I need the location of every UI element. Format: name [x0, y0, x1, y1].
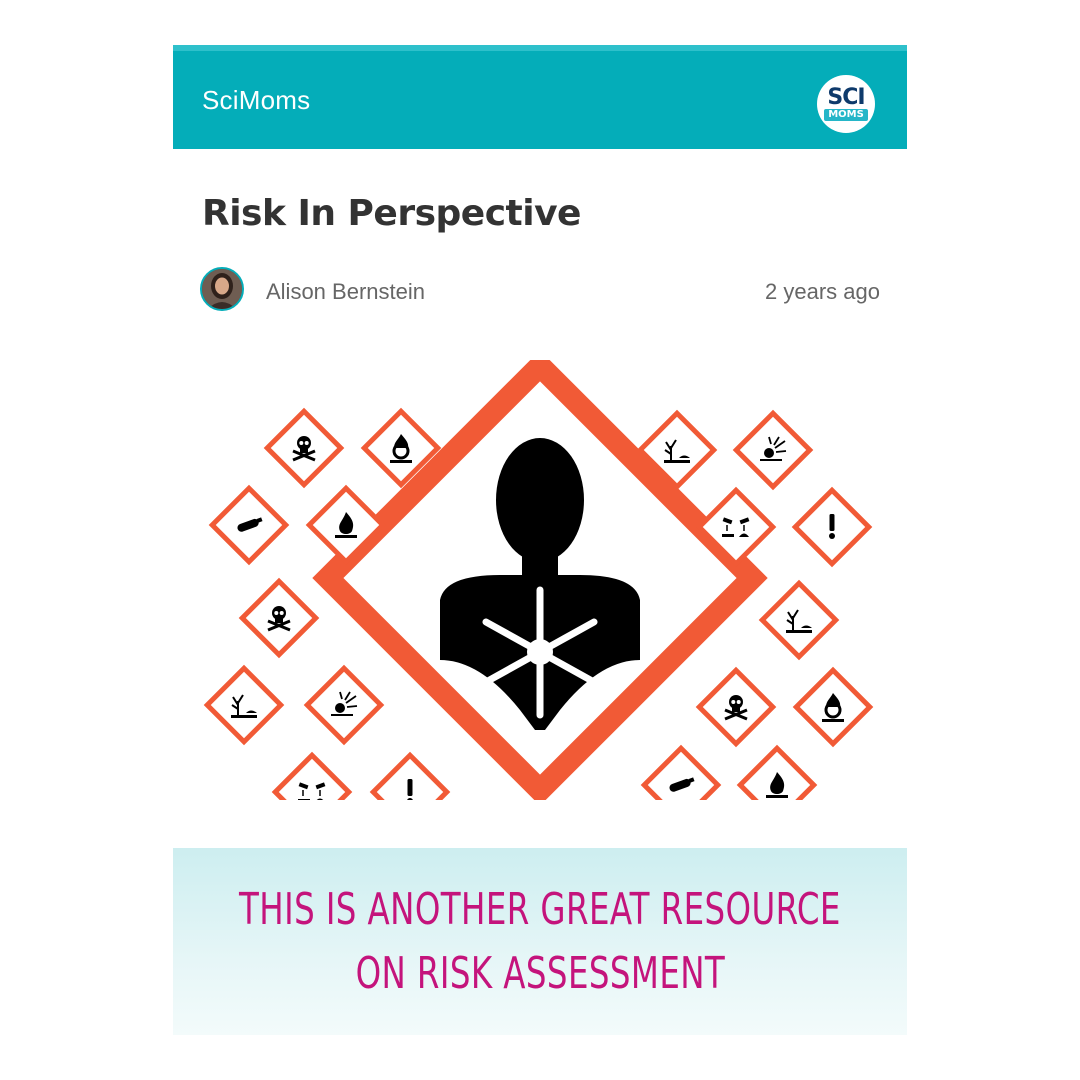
- environment-pictogram: [207, 668, 281, 742]
- explosive-pictogram: [307, 668, 381, 742]
- caption-line-2: ON RISK ASSESSMENT: [355, 947, 725, 999]
- skull-crossbones-pictogram: [267, 411, 341, 485]
- environment-pictogram: [762, 583, 836, 657]
- article-card: SciMoms SCI MOMS Risk In Perspective Ali…: [173, 45, 907, 1035]
- post-date: 2 years ago: [765, 279, 880, 304]
- hazard-pictograms-illustration: [200, 350, 880, 806]
- corrosive-pictogram: [275, 755, 349, 800]
- explosive-pictogram: [736, 413, 810, 487]
- health-hazard-pictogram: [312, 350, 768, 806]
- gas-cylinder-pictogram: [644, 748, 718, 800]
- exclamation-pictogram: [373, 755, 447, 800]
- skull-crossbones-pictogram: [699, 670, 773, 744]
- article-title[interactable]: Risk In Perspective: [202, 193, 581, 234]
- caption-line-1: THIS IS ANOTHER GREAT RESOURCE: [239, 883, 841, 935]
- logo-text-sci: SCI: [827, 84, 865, 110]
- oxidizer-pictogram: [796, 670, 870, 744]
- app-name[interactable]: SciMoms: [202, 85, 311, 115]
- app-header: SciMoms SCI MOMS: [173, 45, 907, 149]
- author-name[interactable]: Alison Bernstein: [266, 279, 425, 304]
- logo-text-moms: MOMS: [824, 108, 868, 121]
- hazard-pictograms-image: [200, 350, 880, 806]
- caption-banner: THIS IS ANOTHER GREAT RESOURCE ON RISK A…: [173, 848, 907, 1035]
- byline: Alison Bernstein 2 years ago: [200, 267, 880, 315]
- skull-crossbones-pictogram: [242, 581, 316, 655]
- scimoms-logo[interactable]: SCI MOMS: [817, 75, 875, 133]
- avatar-portrait-icon: [202, 269, 242, 309]
- exclamation-pictogram: [795, 490, 869, 564]
- gas-cylinder-pictogram: [212, 488, 286, 562]
- author-avatar[interactable]: [200, 267, 244, 311]
- flame-pictogram: [740, 748, 814, 800]
